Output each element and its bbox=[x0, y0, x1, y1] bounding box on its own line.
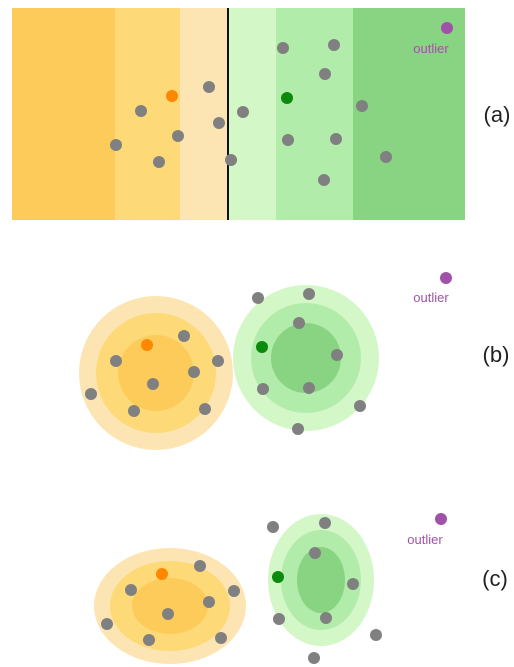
panel-label: (b) bbox=[483, 342, 510, 367]
labeled-point-green bbox=[281, 92, 293, 104]
points-c bbox=[101, 513, 447, 664]
labeled-point-orange bbox=[141, 339, 153, 351]
data-point bbox=[135, 105, 147, 117]
outlier-point bbox=[435, 513, 447, 525]
data-point bbox=[252, 292, 264, 304]
data-point bbox=[370, 629, 382, 641]
data-point bbox=[143, 634, 155, 646]
panel-label: (a) bbox=[484, 102, 511, 127]
data-point bbox=[125, 584, 137, 596]
points-a bbox=[110, 22, 453, 186]
data-point bbox=[85, 388, 97, 400]
cluster-green bbox=[233, 285, 379, 431]
region-green-dark bbox=[297, 547, 345, 613]
data-point bbox=[101, 618, 113, 630]
data-point bbox=[257, 383, 269, 395]
outlier-label: outlier bbox=[413, 41, 449, 56]
points-b bbox=[85, 272, 452, 435]
data-point bbox=[147, 378, 159, 390]
region-orange-dark bbox=[132, 578, 208, 634]
region-orange-mid bbox=[115, 8, 180, 220]
labeled-point-orange bbox=[156, 568, 168, 580]
data-point bbox=[318, 174, 330, 186]
region-orange-dark bbox=[12, 8, 115, 220]
data-point bbox=[293, 317, 305, 329]
data-point bbox=[203, 81, 215, 93]
region-orange-dark bbox=[118, 335, 194, 411]
data-point bbox=[328, 39, 340, 51]
labeled-point-green bbox=[272, 571, 284, 583]
data-point bbox=[303, 288, 315, 300]
data-point bbox=[330, 133, 342, 145]
cluster-orange bbox=[79, 296, 233, 450]
data-point bbox=[356, 100, 368, 112]
data-point bbox=[228, 585, 240, 597]
outlier-label: outlier bbox=[407, 532, 443, 547]
data-point bbox=[309, 547, 321, 559]
data-point bbox=[162, 608, 174, 620]
data-point bbox=[331, 349, 343, 361]
data-point bbox=[380, 151, 392, 163]
data-point bbox=[237, 106, 249, 118]
panel-c: outlier (c) bbox=[94, 513, 508, 664]
data-point bbox=[110, 139, 122, 151]
data-point bbox=[194, 560, 206, 572]
labeled-point-orange bbox=[166, 90, 178, 102]
cluster-orange bbox=[94, 548, 246, 664]
data-point bbox=[188, 366, 200, 378]
data-point bbox=[267, 521, 279, 533]
outlier-point bbox=[441, 22, 453, 34]
panel-b: outlier (b) bbox=[79, 272, 509, 450]
region-green-dark bbox=[353, 8, 465, 220]
data-point bbox=[292, 423, 304, 435]
data-point bbox=[319, 517, 331, 529]
data-point bbox=[128, 405, 140, 417]
data-point bbox=[172, 130, 184, 142]
data-point bbox=[225, 154, 237, 166]
data-point bbox=[178, 330, 190, 342]
data-point bbox=[354, 400, 366, 412]
data-point bbox=[319, 68, 331, 80]
region-green-mid bbox=[276, 8, 353, 220]
outlier-label: outlier bbox=[413, 290, 449, 305]
data-point bbox=[110, 355, 122, 367]
data-point bbox=[282, 134, 294, 146]
data-point bbox=[203, 596, 215, 608]
data-point bbox=[320, 612, 332, 624]
data-point bbox=[347, 578, 359, 590]
region-orange-light bbox=[180, 8, 228, 220]
data-point bbox=[303, 382, 315, 394]
data-point bbox=[277, 42, 289, 54]
data-point bbox=[153, 156, 165, 168]
outlier-point bbox=[440, 272, 452, 284]
data-point bbox=[199, 403, 211, 415]
data-point bbox=[213, 117, 225, 129]
panel-label: (c) bbox=[482, 566, 508, 591]
cluster-green bbox=[268, 514, 374, 646]
data-point bbox=[215, 632, 227, 644]
data-point bbox=[212, 355, 224, 367]
region-green-light bbox=[228, 8, 276, 220]
panel-a: outlier (a) bbox=[12, 8, 510, 220]
data-point bbox=[273, 613, 285, 625]
labeled-point-green bbox=[256, 341, 268, 353]
data-point bbox=[308, 652, 320, 664]
region-green-dark bbox=[271, 323, 341, 393]
